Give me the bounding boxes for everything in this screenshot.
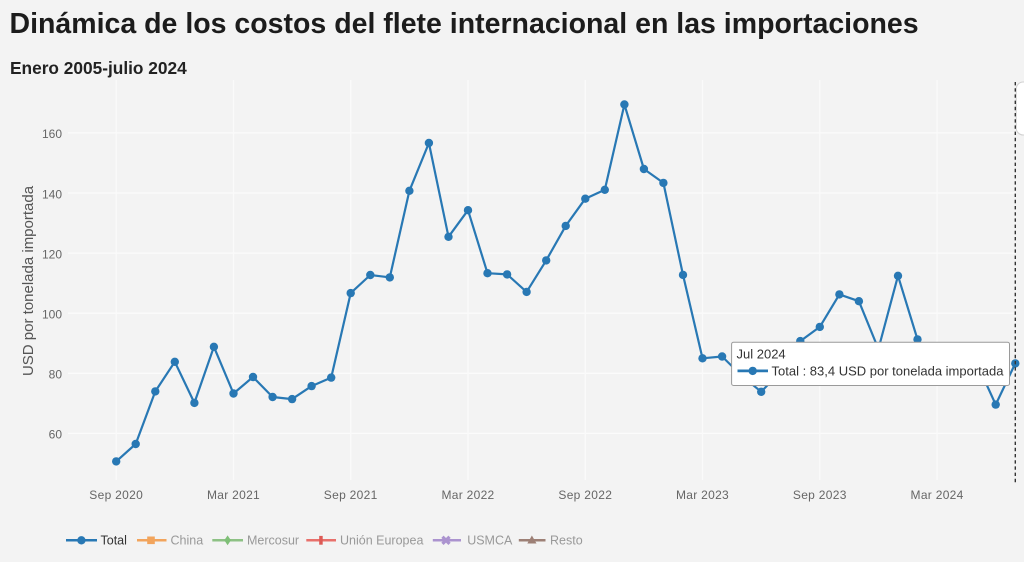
svg-text:120: 120 — [42, 247, 62, 261]
svg-text:Sep 2022: Sep 2022 — [558, 488, 612, 502]
svg-text:Enero 2005-julio 2024: Enero 2005-julio 2024 — [10, 58, 187, 78]
svg-text:Total: Total — [101, 534, 127, 548]
svg-text:Sep 2023: Sep 2023 — [793, 488, 847, 502]
svg-text:Jul 2024: Jul 2024 — [737, 346, 786, 361]
svg-text:Mar 2021: Mar 2021 — [207, 488, 260, 502]
svg-text:Mar 2024: Mar 2024 — [911, 488, 964, 502]
svg-text:Mercosur: Mercosur — [247, 534, 299, 548]
svg-text:Sep 2020: Sep 2020 — [89, 488, 143, 502]
svg-text:Sep 2021: Sep 2021 — [324, 488, 378, 502]
svg-text:140: 140 — [42, 187, 62, 201]
svg-text:USD por tonelada importada: USD por tonelada importada — [20, 185, 37, 376]
svg-text:Mar 2023: Mar 2023 — [676, 488, 729, 502]
svg-text:USMCA: USMCA — [467, 534, 513, 548]
svg-text:Dinámica de los costos del fle: Dinámica de los costos del flete interna… — [10, 8, 919, 40]
svg-text:Total : 83,4 USD por tonelada: Total : 83,4 USD por tonelada importada — [772, 364, 1005, 379]
svg-text:Unión Europea: Unión Europea — [340, 534, 423, 548]
svg-text:160: 160 — [42, 127, 62, 141]
svg-text:Mar 2022: Mar 2022 — [441, 488, 494, 502]
svg-text:100: 100 — [42, 308, 62, 322]
svg-text:60: 60 — [49, 428, 63, 442]
svg-text:80: 80 — [49, 368, 63, 382]
svg-text:China: China — [171, 534, 204, 548]
svg-text:Resto: Resto — [550, 534, 583, 548]
